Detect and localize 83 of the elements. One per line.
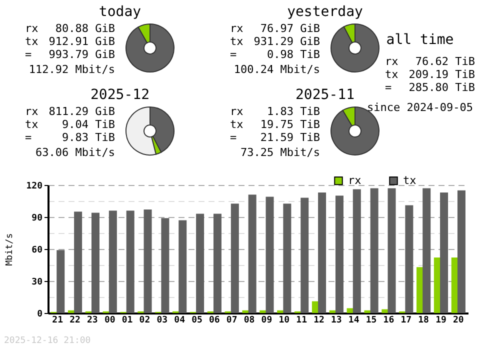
text: rx 76.97 GiB xyxy=(230,22,320,35)
text: tx 209.19 TiB xyxy=(385,68,475,81)
bar xyxy=(440,192,448,313)
text: tx 912.91 GiB xyxy=(25,35,115,48)
bar xyxy=(457,190,466,313)
x-tick-label: 15 xyxy=(366,316,377,326)
text: all time xyxy=(386,32,454,48)
x-tick-label: 19 xyxy=(436,316,446,326)
y-tick-label: 120 xyxy=(26,182,42,192)
bar xyxy=(335,196,344,313)
x-tick-label: 10 xyxy=(278,316,290,326)
x-tick-label: 14 xyxy=(348,316,360,326)
y-tick-label: 30 xyxy=(32,278,42,288)
bar xyxy=(370,188,378,313)
x-tick-label: 18 xyxy=(418,316,429,326)
x-tick-label: 13 xyxy=(331,316,342,326)
bar xyxy=(405,205,414,313)
bar xyxy=(74,212,82,313)
bar xyxy=(196,214,204,313)
bar xyxy=(352,189,361,313)
y-axis-title: Mbit/s xyxy=(5,233,16,266)
text: tx 931.29 GiB xyxy=(230,35,320,48)
text: 63.06 Mbit/s xyxy=(36,146,115,159)
bar xyxy=(213,214,222,313)
legend-label: rx xyxy=(348,174,362,187)
chart-title: yesterday xyxy=(287,4,363,20)
bar xyxy=(300,198,309,313)
x-tick-label: 07 xyxy=(226,316,238,326)
legend-label: tx xyxy=(403,174,417,187)
x-tick-label: 12 xyxy=(314,316,324,326)
x-tick-label: 21 xyxy=(52,316,64,326)
bar xyxy=(161,218,170,313)
bar xyxy=(91,212,100,313)
x-tick-label: 06 xyxy=(209,316,220,326)
bar xyxy=(422,188,431,313)
x-tick-label: 00 xyxy=(104,316,116,326)
x-tick-label: 03 xyxy=(156,316,168,326)
text: = 993.79 GiB xyxy=(25,48,115,61)
bar xyxy=(318,192,326,313)
y-tick-label: 0 xyxy=(37,310,42,320)
bar xyxy=(266,196,274,313)
text: = 0.98 TiB xyxy=(230,48,320,61)
text: since 2024-09-05 xyxy=(367,101,473,114)
text: rx 76.62 TiB xyxy=(385,55,475,68)
chart-title: today xyxy=(98,4,142,20)
bar xyxy=(178,220,187,313)
x-tick-label: 20 xyxy=(452,316,464,326)
text: rx 811.29 GiB xyxy=(25,105,115,118)
chart-title: 2025-12 xyxy=(90,87,150,103)
donut-slice xyxy=(330,24,380,72)
text: tx 19.75 TiB xyxy=(230,118,320,131)
x-tick-label: 04 xyxy=(174,316,186,326)
y-tick-label: 60 xyxy=(32,246,42,256)
text: = 21.59 TiB xyxy=(230,131,320,144)
x-tick-label: 08 xyxy=(244,316,255,326)
text: rx 1.83 TiB xyxy=(230,105,320,118)
x-tick-label: 02 xyxy=(139,316,150,326)
text: = 9.83 TiB xyxy=(25,131,115,144)
text: 112.92 Mbit/s xyxy=(28,63,115,76)
text: tx 9.04 TiB xyxy=(25,118,115,131)
text: 100.24 Mbit/s xyxy=(234,63,320,76)
bar xyxy=(248,194,256,313)
x-tick-label: 11 xyxy=(296,316,307,326)
x-tick-label: 09 xyxy=(261,316,272,326)
chart-title: 2025-11 xyxy=(295,87,355,103)
bar xyxy=(283,204,292,313)
x-tick-label: 23 xyxy=(87,316,98,326)
x-tick-label: 22 xyxy=(70,316,80,326)
text: = 285.80 TiB xyxy=(385,81,475,94)
x-tick-label: 01 xyxy=(122,316,133,326)
x-tick-label: 16 xyxy=(383,316,394,326)
bar xyxy=(108,210,117,313)
donut-slice xyxy=(126,24,174,72)
bar xyxy=(230,204,239,313)
bar xyxy=(126,210,134,313)
text: rx 80.88 GiB xyxy=(25,22,115,35)
x-tick-label: 05 xyxy=(192,316,202,326)
text: 73.25 Mbit/s xyxy=(240,146,320,159)
x-tick-label: 17 xyxy=(400,316,412,326)
bar xyxy=(388,188,396,313)
bar xyxy=(144,210,152,313)
bar xyxy=(56,250,65,313)
y-tick-label: 90 xyxy=(32,214,42,224)
